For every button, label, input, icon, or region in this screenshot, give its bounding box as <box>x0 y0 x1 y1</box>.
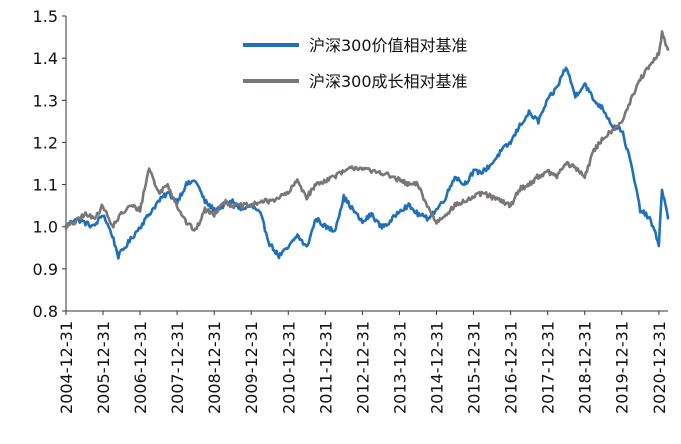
x-tick-label: 2004-12-31 <box>57 321 76 414</box>
x-tick-label: 2009-12-31 <box>242 321 261 414</box>
x-tick-label: 2008-12-31 <box>205 321 224 414</box>
x-tick-label: 2016-12-31 <box>502 321 521 414</box>
series-lines <box>64 30 670 260</box>
x-tick-label: 2017-12-31 <box>539 321 558 414</box>
y-tick-label: 1.2 <box>33 133 58 152</box>
x-tick-label: 2014-12-31 <box>427 321 446 414</box>
legend-label-0: 沪深300价值相对基准 <box>309 36 468 55</box>
x-tick-label: 2013-12-31 <box>390 321 409 414</box>
x-tick-label: 2020-12-31 <box>650 321 669 414</box>
y-tick-label: 1.1 <box>33 176 58 195</box>
x-tick-label: 2010-12-31 <box>279 321 298 414</box>
x-tick-label: 2005-12-31 <box>94 321 113 414</box>
x-tick-label: 2011-12-31 <box>316 321 335 414</box>
y-tick-label: 0.9 <box>33 260 58 279</box>
series-line-1 <box>64 30 670 232</box>
legend-label-1: 沪深300成长相对基准 <box>309 72 468 91</box>
x-tick-label: 2019-12-31 <box>613 321 632 414</box>
x-tick-label: 2018-12-31 <box>576 321 595 414</box>
y-tick-label: 1.4 <box>33 49 58 68</box>
axes: 0.8 0.9 1.0 1.1 1.2 1.3 1.4 1.5 2004-12-31 2005-1… <box>33 7 669 414</box>
y-tick-label: 1.0 <box>33 218 58 237</box>
y-tick-label: 1.5 <box>33 7 58 26</box>
x-tick-label: 2006-12-31 <box>131 321 150 414</box>
x-tick-label: 2012-12-31 <box>353 321 372 414</box>
y-tick-label: 1.3 <box>33 91 58 110</box>
y-tick-label: 0.8 <box>33 302 58 321</box>
x-tick-label: 2007-12-31 <box>168 321 187 414</box>
series-line-0 <box>64 66 670 260</box>
x-tick-label: 2015-12-31 <box>465 321 484 414</box>
